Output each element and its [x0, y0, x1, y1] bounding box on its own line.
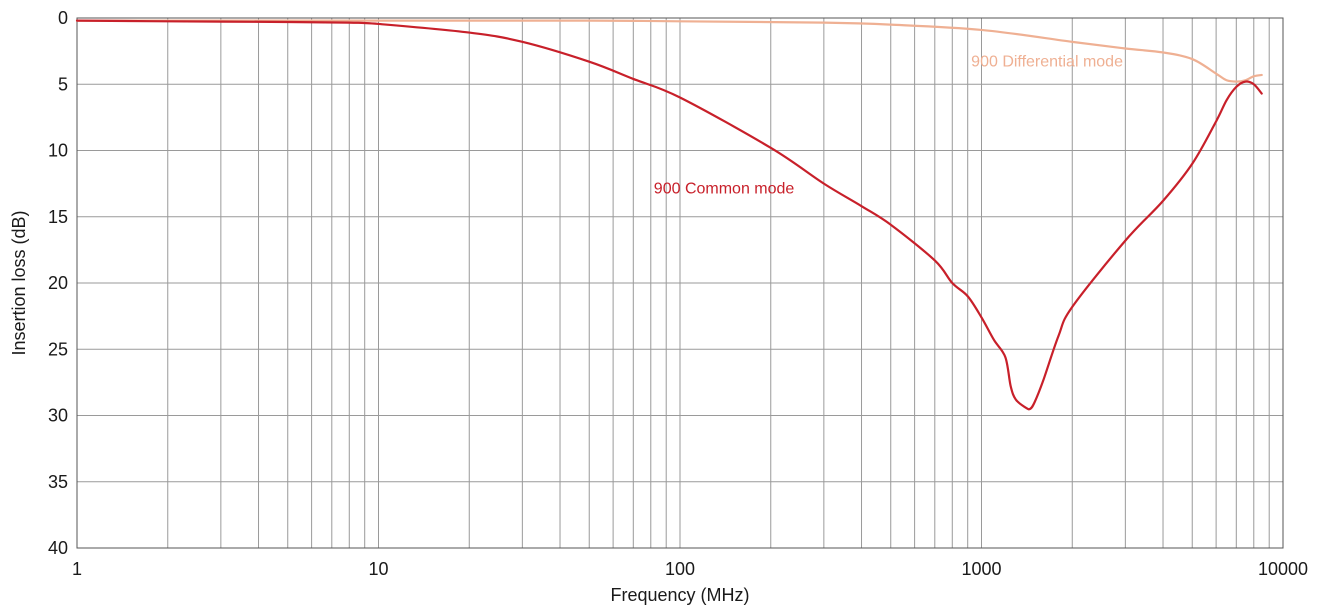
series-layer — [75, 19, 1263, 411]
plot-frame — [76, 17, 1284, 549]
y-tick-label: 10 — [48, 141, 68, 161]
y-tick-label: 30 — [48, 406, 68, 426]
y-tick-label: 40 — [48, 538, 68, 558]
x-tick-label: 100 — [665, 559, 695, 579]
y-tick-label: 20 — [48, 273, 68, 293]
series-line-900-differential-mode — [75, 19, 1263, 83]
x-tick-label: 1000 — [961, 559, 1001, 579]
y-tick-label: 5 — [58, 74, 68, 94]
series-label: 900 Differential mode — [971, 53, 1123, 70]
y-tick-label: 35 — [48, 472, 68, 492]
series-line-900-common-mode — [75, 19, 1263, 411]
y-tick-label: 15 — [48, 207, 68, 227]
y-tick-label: 25 — [48, 339, 68, 359]
tick-labels: 0 5 10 15 20 25 30 35 401 10 100 1000 10000 — [48, 8, 1308, 579]
x-axis-title: Frequency (MHz) — [610, 585, 749, 605]
series-label: 900 Common mode — [654, 181, 795, 198]
y-tick-label: 0 — [58, 8, 68, 28]
x-tick-label: 1 — [72, 559, 82, 579]
x-tick-label: 10 — [368, 559, 388, 579]
annotations: 900 Common mode 900 Differential mode — [654, 53, 1123, 197]
y-axis-title: Insertion loss (dB) — [9, 210, 29, 355]
x-tick-label: 10000 — [1258, 559, 1308, 579]
